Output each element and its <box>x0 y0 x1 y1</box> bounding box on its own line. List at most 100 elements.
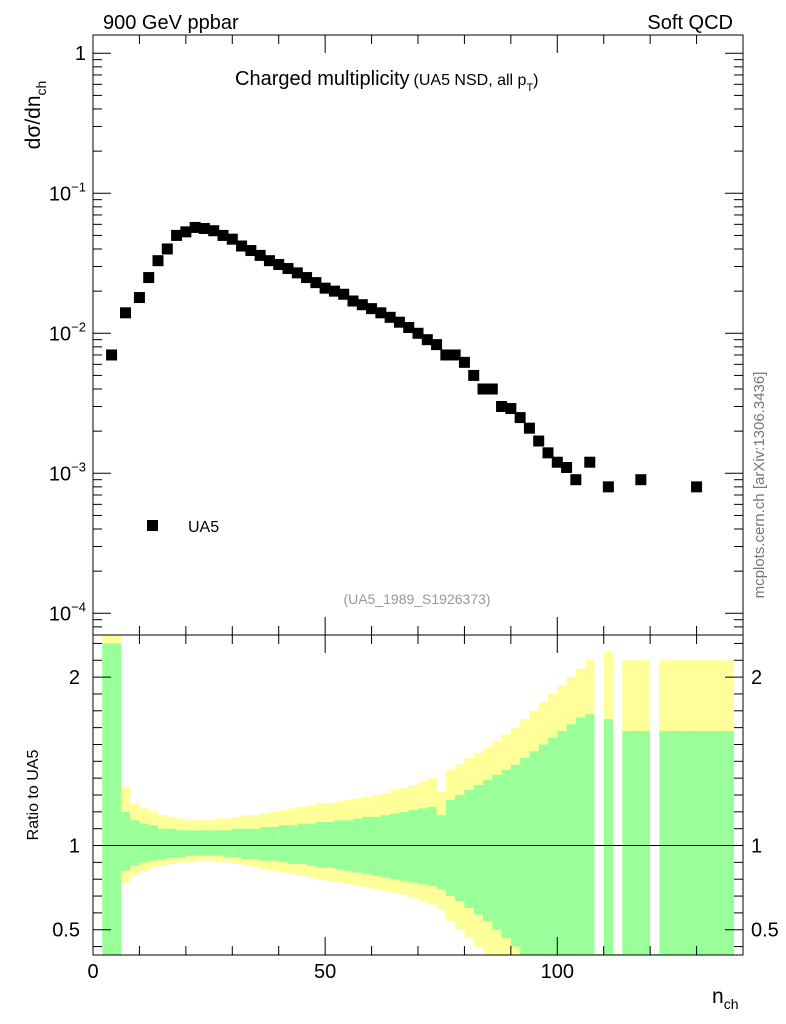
data-point <box>152 255 164 267</box>
data-point <box>106 349 118 361</box>
data-markers <box>106 221 703 493</box>
ratio-y-tick-label: 1 <box>69 836 80 858</box>
data-point <box>691 481 703 493</box>
data-point <box>263 255 275 267</box>
data-point <box>328 285 340 297</box>
x-tick-label: 0 <box>87 961 98 983</box>
band-inner-bin <box>260 827 270 861</box>
data-point <box>133 292 145 304</box>
band-inner-bin <box>473 784 484 915</box>
x-tick-label: 100 <box>541 961 574 983</box>
band-inner-bin <box>148 825 159 861</box>
data-point <box>254 249 266 261</box>
main-y-tick-label: 10−4 <box>49 599 86 625</box>
data-point <box>542 447 554 459</box>
data-point <box>523 422 535 434</box>
data-point <box>635 474 647 486</box>
band-inner-bin <box>130 820 140 866</box>
data-point <box>440 349 452 361</box>
data-point <box>561 462 573 474</box>
legend-label: UA5 <box>188 519 219 536</box>
header-left: 900 GeV ppbar <box>103 12 239 34</box>
band-inner-bin <box>464 789 475 908</box>
data-point <box>226 233 238 245</box>
band-inner-bin <box>687 731 697 955</box>
data-point <box>291 267 303 279</box>
data-point <box>421 334 433 346</box>
band-inner-bin <box>529 751 540 955</box>
band-inner-bin <box>436 815 447 890</box>
legend-marker <box>147 520 158 531</box>
band-inner-bin <box>640 731 651 955</box>
band-gap <box>594 636 604 954</box>
band-inner-bin <box>418 808 428 885</box>
data-point <box>584 456 596 468</box>
band-inner-bin <box>158 828 168 859</box>
data-point <box>282 263 294 275</box>
data-point <box>384 311 396 323</box>
band-inner-bin <box>603 719 614 955</box>
data-point <box>273 258 285 270</box>
x-tick-label: 50 <box>314 961 336 983</box>
band-inner-bin <box>715 731 725 955</box>
band-inner-bin <box>622 731 632 955</box>
band-inner-bin <box>483 779 493 922</box>
data-point <box>403 321 415 333</box>
band-inner-bin <box>492 774 502 930</box>
band-inner-bin <box>557 731 567 955</box>
plot-title: Charged multiplicity (UA5 NSD, all pT) <box>235 68 539 94</box>
data-point <box>486 383 498 395</box>
band-inner-bin <box>575 717 586 955</box>
main-y-tick-label: 1 <box>75 43 86 65</box>
band-inner-bin <box>455 795 465 902</box>
data-point <box>356 299 368 311</box>
data-point <box>143 272 155 284</box>
ratio-y-tick-label-right: 0.5 <box>751 920 779 942</box>
band-inner-bin <box>724 731 735 955</box>
data-point <box>393 316 405 328</box>
main-y-axis-label: dσ/dnch <box>22 81 49 150</box>
band-inner-bin <box>176 830 187 858</box>
band-inner-bin <box>334 820 345 870</box>
band-inner-bin <box>278 825 289 863</box>
data-point <box>208 225 220 237</box>
band-inner-bin <box>427 806 437 886</box>
band-gap <box>650 636 660 954</box>
band-inner-bin <box>325 821 335 868</box>
main-y-tick-label: 10−2 <box>49 319 86 345</box>
data-point <box>514 412 526 424</box>
band-inner-bin <box>139 823 150 863</box>
band-inner-bin <box>566 724 577 955</box>
main-y-tick-label: 10−1 <box>49 179 86 205</box>
x-axis-label: nch <box>712 985 738 1012</box>
band-inner-bin <box>102 643 122 955</box>
band-inner-bin <box>408 810 419 883</box>
main-y-tick-label: 10−3 <box>49 459 86 485</box>
band-inner-bin <box>371 816 382 876</box>
band-gap <box>613 636 623 954</box>
data-point <box>198 223 210 235</box>
ratio-y-axis-label: Ratio to UA5 <box>25 750 42 841</box>
band-inner-bin <box>510 764 521 947</box>
band-inner-bin <box>631 731 642 955</box>
data-point <box>180 226 192 238</box>
data-point <box>375 307 387 319</box>
ratio-y-tick-label: 2 <box>69 667 80 689</box>
band-inner-bin <box>585 714 595 955</box>
band-inner-bin <box>223 830 233 858</box>
watermark-text: mcplots.cern.ch [arXiv:1306.3436] <box>751 372 768 599</box>
data-point <box>245 245 257 257</box>
data-point <box>319 282 331 294</box>
data-point <box>120 307 131 319</box>
data-point <box>301 272 313 284</box>
band-inner-bin <box>213 830 224 856</box>
band-inner-bin <box>306 823 317 866</box>
axis-ticks: 10−4 10−3 10−2 10−1 1 0 50 100 0.5 0.5 1 1 2 2 <box>49 35 779 983</box>
band-inner-bin <box>241 828 252 859</box>
data-point <box>505 403 517 415</box>
band-inner-bin <box>501 769 512 939</box>
band-inner-bin <box>696 731 707 955</box>
data-point <box>602 481 614 493</box>
header-right: Soft QCD <box>647 12 733 34</box>
